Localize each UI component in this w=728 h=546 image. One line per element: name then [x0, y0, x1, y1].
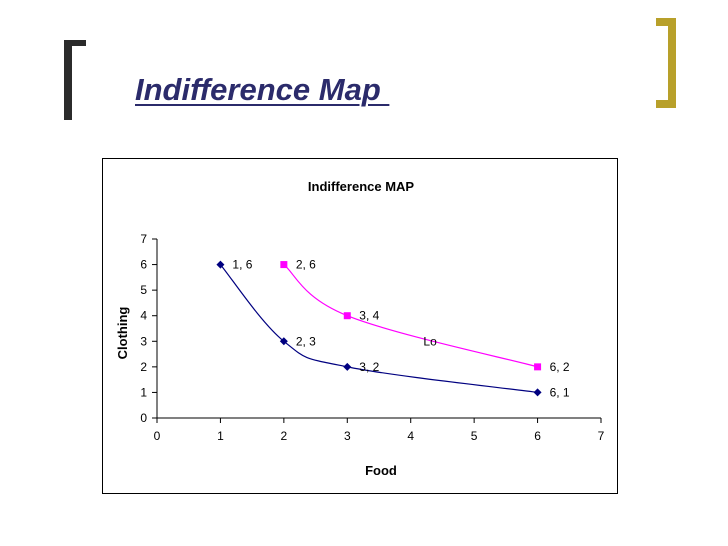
- data-label: 3, 4: [359, 309, 379, 323]
- x-tick-label: 6: [534, 429, 541, 443]
- indifference-chart: Indifference MAP Food Clothing 0 1 2 3 4 5 6 70…: [115, 179, 605, 478]
- chart-annotation: Lo: [423, 334, 437, 348]
- marks-group: 1, 6 2, 3 3, 2 6, 1 2, 6 3, 4 6, 2: [216, 258, 570, 399]
- y-tick-label: 2: [140, 360, 147, 374]
- right-bracket-decoration: [656, 18, 676, 108]
- y-tick-label: 1: [140, 385, 147, 399]
- left-bracket-decoration: [64, 40, 86, 120]
- x-tick-label: 2: [281, 429, 288, 443]
- y-tick-label: 5: [140, 283, 147, 297]
- y-tick-label: 3: [140, 334, 147, 348]
- annotations-group: Lo: [423, 334, 437, 348]
- data-label: 1, 6: [232, 258, 252, 272]
- series-2-point: [280, 261, 288, 269]
- series-1-point: [279, 337, 288, 346]
- series-2-point: [534, 363, 542, 371]
- series-1-point: [343, 362, 352, 371]
- series-line-2: [283, 264, 538, 368]
- curves-group: [219, 264, 538, 394]
- y-axis-label: Clothing: [115, 307, 130, 360]
- x-axis-label: Food: [365, 463, 397, 478]
- y-tick-label: 4: [140, 309, 147, 323]
- series-2-point: [343, 312, 351, 320]
- x-tick-label: 5: [471, 429, 478, 443]
- y-tick-label: 0: [140, 411, 147, 425]
- x-tick-label: 0: [154, 429, 161, 443]
- x-tick-label: 3: [344, 429, 351, 443]
- y-tick-label: 6: [140, 258, 147, 272]
- slide-title: Indifference Map: [135, 72, 390, 107]
- data-label: 2, 3: [296, 334, 316, 348]
- data-label: 2, 6: [296, 258, 316, 272]
- series-1-point: [533, 388, 542, 397]
- data-label: 3, 2: [359, 360, 379, 374]
- data-label: 6, 1: [550, 385, 570, 399]
- chart-title: Indifference MAP: [308, 179, 415, 194]
- axes-group: 0 1 2 3 4 5 6 7 0 1 2 3 4 5 6 7: [140, 232, 604, 443]
- series-1-point: [216, 260, 225, 269]
- series-line-1: [219, 264, 538, 394]
- y-tick-label: 7: [140, 232, 147, 246]
- data-label: 6, 2: [550, 360, 570, 374]
- x-tick-label: 7: [598, 429, 605, 443]
- x-tick-label: 1: [217, 429, 224, 443]
- x-tick-label: 4: [407, 429, 414, 443]
